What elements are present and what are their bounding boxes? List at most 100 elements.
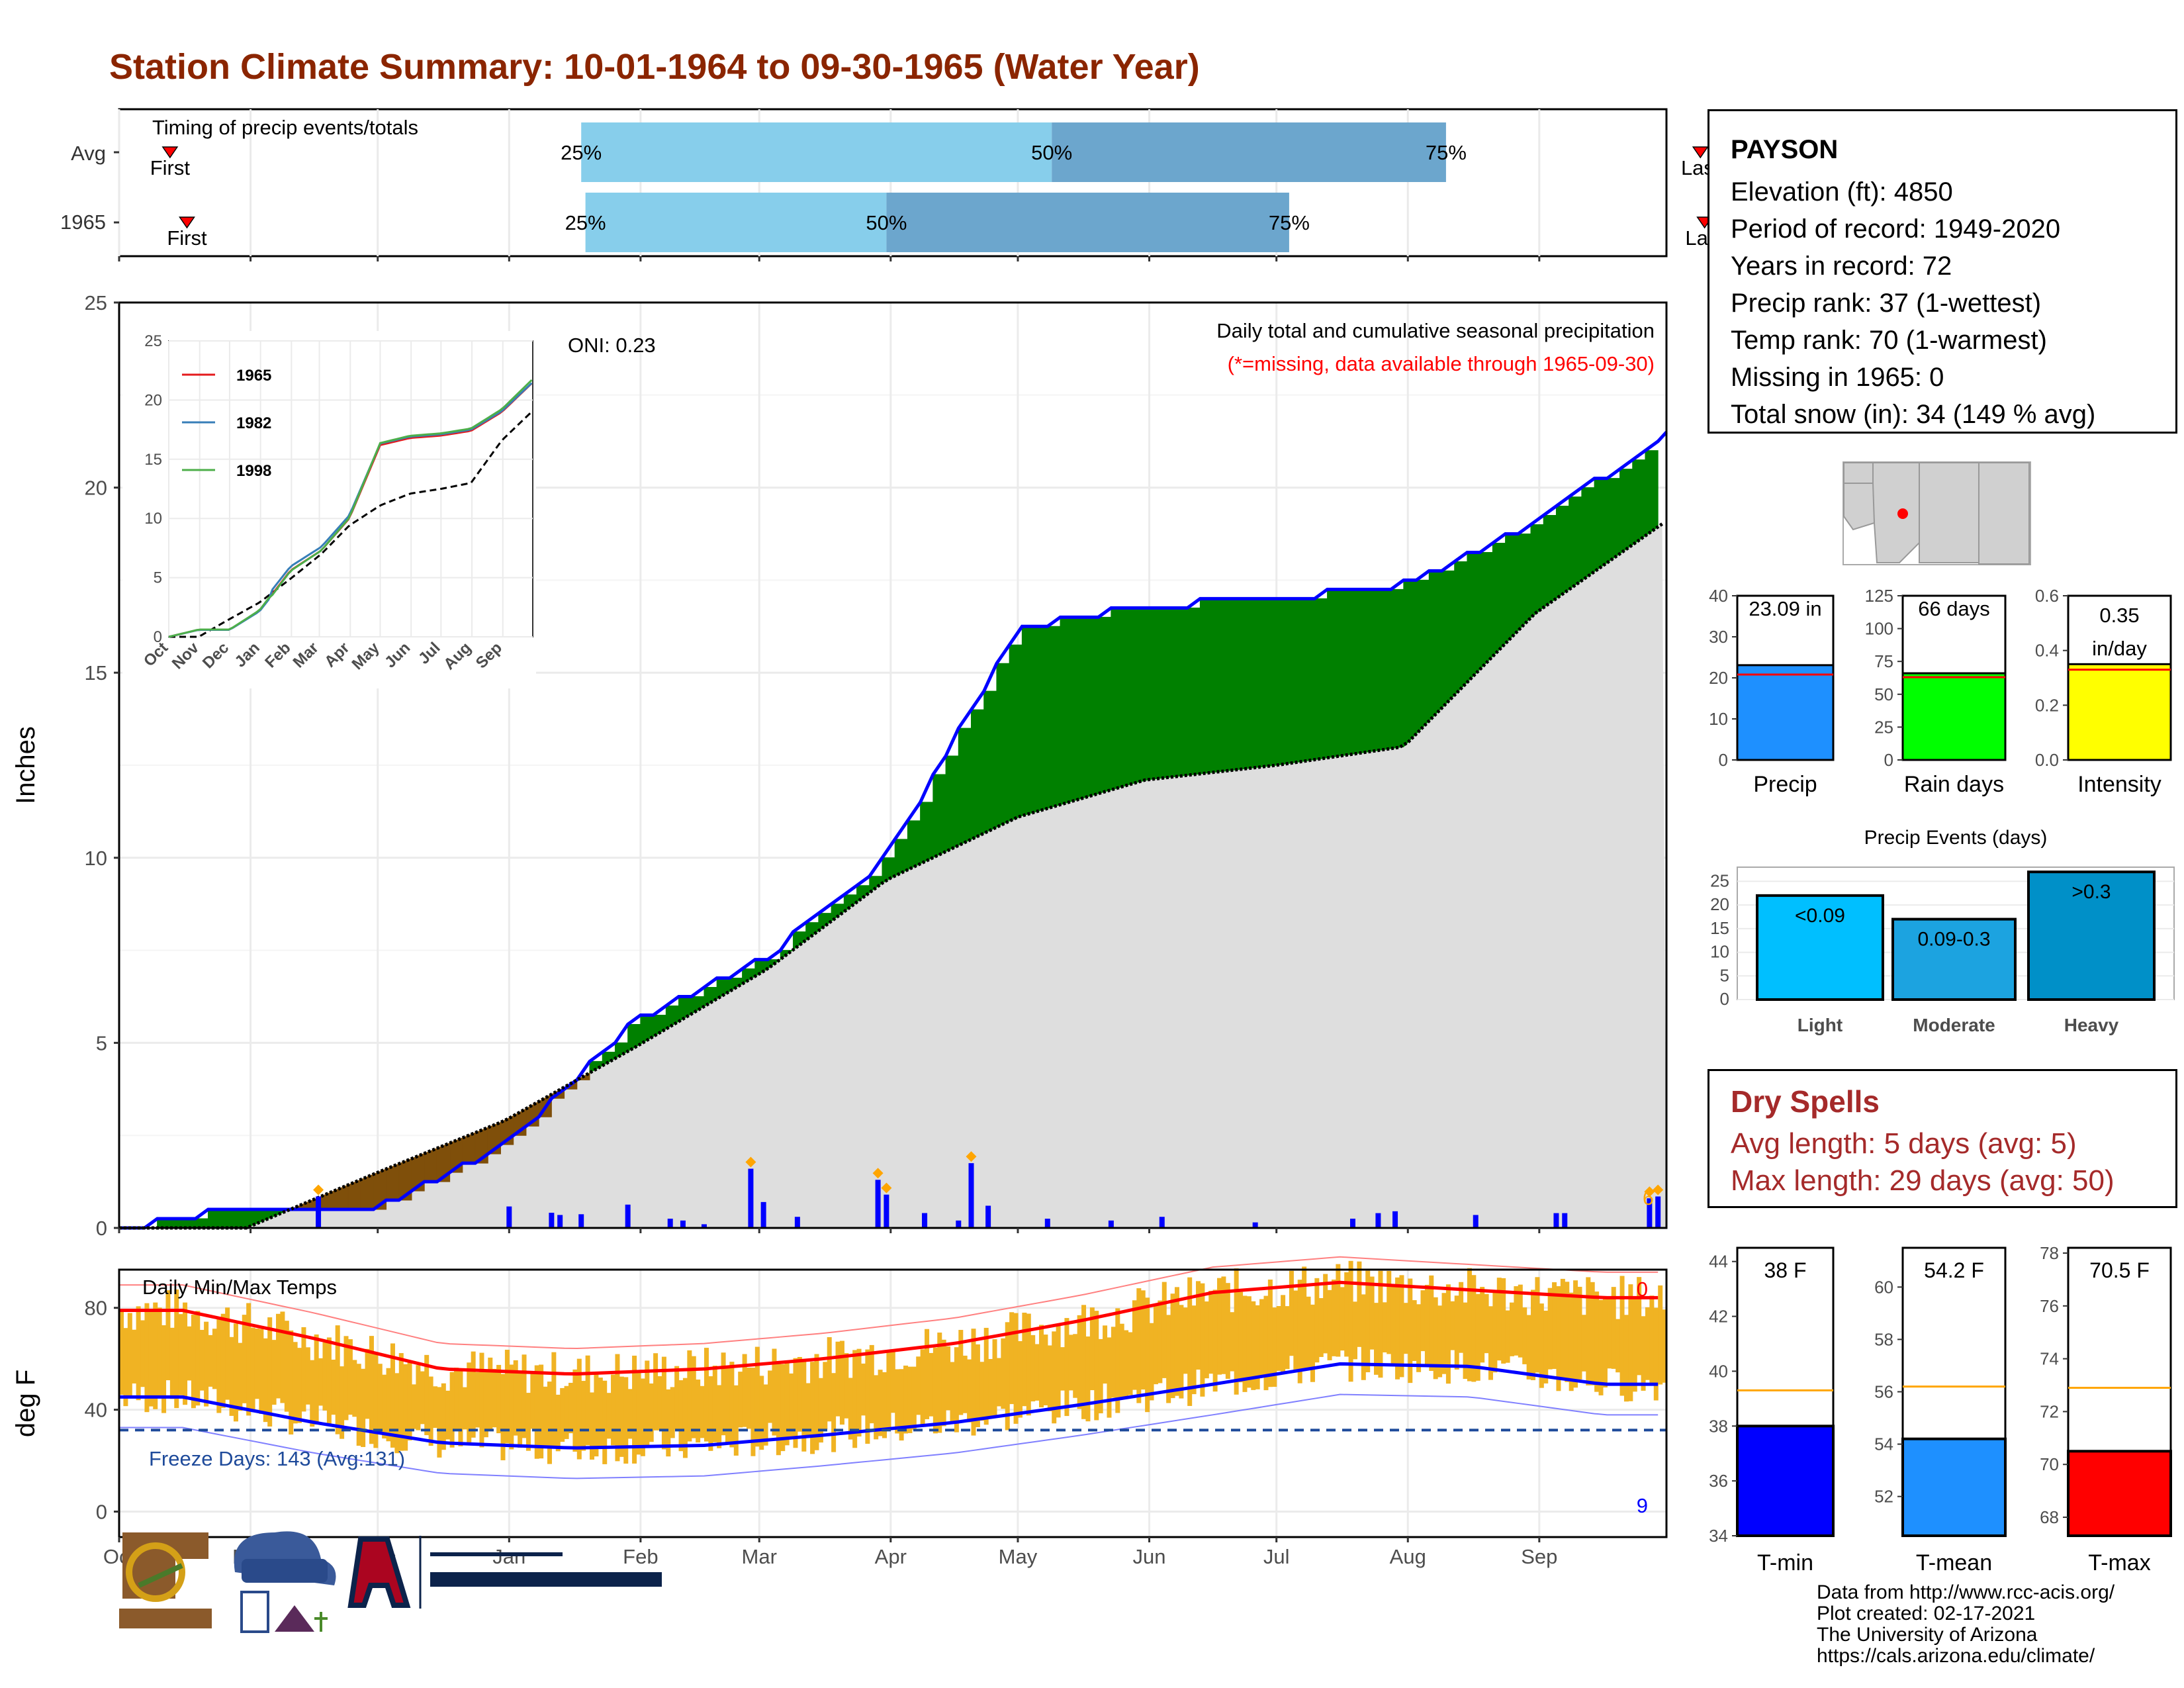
- temp-ytick-label: 0: [96, 1501, 107, 1524]
- temp-range-bar: [1140, 1290, 1146, 1390]
- cumulative-diff-fill: [1365, 588, 1379, 753]
- temp-range-bar: [1259, 1299, 1265, 1378]
- temp-range-bar: [878, 1370, 883, 1436]
- temp-range-bar: [907, 1366, 913, 1433]
- temp-range-bar: [759, 1376, 764, 1450]
- temp-range-bar: [1001, 1338, 1006, 1409]
- temp-range-bar: [1412, 1300, 1417, 1361]
- temp-range-bar: [1505, 1310, 1510, 1363]
- cumulative-diff-fill: [1390, 588, 1404, 749]
- precip-ytick-label: 15: [85, 661, 107, 684]
- temp-range-bar: [678, 1380, 684, 1452]
- precip-panel: 0 5 10 15 20 25 Daily total and cumulative se…: [11, 291, 1668, 1240]
- cumulative-diff-fill: [195, 1218, 209, 1229]
- timing-row-label-avg: Avg: [71, 142, 106, 165]
- temp-range-bar: [263, 1338, 268, 1423]
- daily-precip-bar: [760, 1201, 766, 1228]
- temp-range-bar: [1047, 1345, 1052, 1411]
- temp-range-bar: [1081, 1305, 1087, 1419]
- cumulative-diff-fill: [1505, 534, 1519, 645]
- daily-precip-bar: [922, 1213, 928, 1228]
- temp-range-bar: [428, 1376, 433, 1446]
- temp-range-bar: [1225, 1283, 1230, 1379]
- daily-precip-bar: [1655, 1196, 1661, 1228]
- temp-range-bar: [1569, 1292, 1574, 1391]
- cumulative-diff-fill: [1454, 561, 1468, 696]
- temp-range-bar: [1433, 1297, 1438, 1380]
- temp-range-bar: [1348, 1260, 1353, 1382]
- temp-range-bar: [1276, 1305, 1281, 1371]
- station-line: Total snow (in): 34 (149 % avg): [1731, 400, 2096, 429]
- csap-logo: [234, 1531, 336, 1633]
- p50-label: 50%: [1031, 141, 1072, 164]
- temp-range-bar: [293, 1342, 298, 1424]
- temp-summary-tick-label: 34: [1709, 1526, 1728, 1546]
- daily-precip-bar: [875, 1180, 881, 1228]
- temp-range-bar: [208, 1335, 213, 1387]
- temp-range-bar: [1501, 1278, 1506, 1364]
- temp-range-bar: [394, 1373, 400, 1454]
- cumulative-diff-fill: [933, 774, 946, 859]
- temp-range-bar: [356, 1364, 361, 1446]
- stat-bar-label: Rain days: [1904, 772, 2004, 797]
- dry-spells-max: Max length: 29 days (avg: 50): [1731, 1164, 2115, 1197]
- station-dot: [1897, 508, 1908, 519]
- temp-range-bar: [1124, 1330, 1129, 1399]
- temp-range-bar: [1310, 1304, 1315, 1382]
- last-marker: [1692, 146, 1709, 159]
- cumulative-diff-fill: [971, 709, 985, 840]
- temp-range-bar: [1200, 1283, 1205, 1397]
- temp-range-bar: [513, 1360, 518, 1436]
- daily-precip-bar: [1473, 1215, 1479, 1228]
- temp-range-bar: [835, 1341, 841, 1417]
- stat-tick-label: 0: [1884, 750, 1893, 770]
- temp-range-bar: [509, 1364, 514, 1450]
- cumulative-diff-fill: [1403, 579, 1417, 748]
- temp-range-bar: [1263, 1295, 1269, 1391]
- temp-range-bar: [1107, 1337, 1112, 1418]
- temp-range-bar: [216, 1319, 222, 1413]
- temp-range-bar: [424, 1354, 430, 1436]
- temp-range-bar: [382, 1374, 387, 1439]
- temp-range-bar: [1539, 1303, 1544, 1388]
- arizona-logo: [347, 1536, 662, 1609]
- inset-series-line: [168, 379, 533, 638]
- temp-range-bar: [1098, 1338, 1103, 1414]
- temp-range-bar: [157, 1307, 162, 1398]
- stat-tick-label: 30: [1709, 627, 1728, 647]
- temp-range-bar: [246, 1303, 251, 1416]
- temp-range-bar: [560, 1387, 565, 1442]
- temp-range-bar: [551, 1352, 557, 1447]
- temp-summary-bar: [1736, 1425, 1835, 1537]
- inset-ytick-label: 20: [144, 391, 162, 409]
- temp-range-bar: [1658, 1285, 1663, 1385]
- month-tick-label: Mar: [742, 1545, 777, 1568]
- temp-summary-value-label: 70.5 F: [2089, 1258, 2150, 1282]
- temp-range-bar: [1518, 1284, 1523, 1358]
- temp-range-bar: [220, 1313, 226, 1408]
- temp-range-bar: [504, 1350, 510, 1444]
- temp-range-bar: [183, 1302, 188, 1405]
- inset-ytick-label: 15: [144, 451, 162, 469]
- temp-range-bar: [649, 1383, 654, 1442]
- temp-summary-label: T-mean: [1916, 1550, 1992, 1575]
- temp-range-bar: [377, 1364, 383, 1433]
- temp-range-bar: [1390, 1286, 1396, 1364]
- temp-range-bar: [1166, 1315, 1171, 1403]
- temp-range-bar: [1073, 1334, 1078, 1398]
- temp-range-bar: [1005, 1322, 1010, 1430]
- month-tick-label: Apr: [875, 1545, 907, 1568]
- cumulative-diff-fill: [347, 1179, 361, 1210]
- p75-label: 75%: [1426, 141, 1467, 164]
- cumulative-diff-fill: [1212, 598, 1226, 773]
- events-tick-label: 25: [1710, 870, 1729, 890]
- temp-summary-value-label: 38 F: [1764, 1258, 1806, 1282]
- temp-range-bar: [805, 1383, 811, 1437]
- cumulative-diff-fill: [1111, 607, 1124, 790]
- temp-panel-title: Daily Min/Max Temps: [142, 1276, 337, 1299]
- temp-range-bar: [852, 1350, 858, 1448]
- stat-tick-label: 0: [1719, 750, 1728, 770]
- temp-range-bar: [696, 1380, 701, 1443]
